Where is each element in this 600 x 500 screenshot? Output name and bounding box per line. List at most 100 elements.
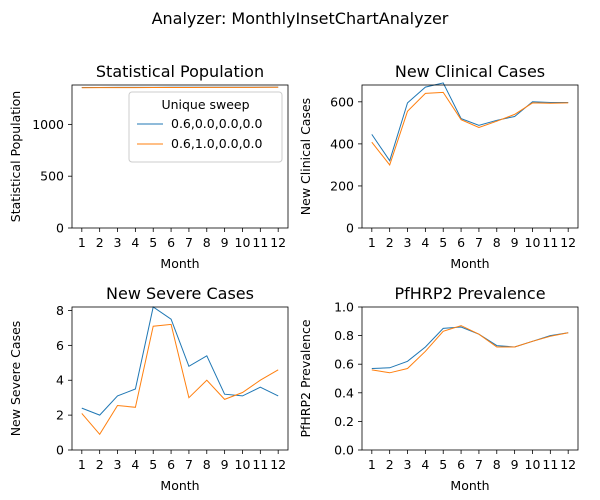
x-tick-label: 9 bbox=[221, 457, 229, 472]
panel-title: PfHRP2 Prevalence bbox=[394, 284, 545, 303]
x-tick-label: 4 bbox=[421, 457, 429, 472]
x-tick-label: 12 bbox=[270, 235, 286, 250]
x-tick-label: 8 bbox=[493, 235, 501, 250]
x-tick-label: 11 bbox=[252, 235, 268, 250]
x-tick-label: 9 bbox=[511, 235, 519, 250]
x-tick-label: 5 bbox=[149, 457, 157, 472]
x-tick-label: 7 bbox=[475, 457, 483, 472]
x-tick-label: 3 bbox=[404, 235, 412, 250]
x-tick-label: 6 bbox=[457, 235, 465, 250]
x-tick-label: 1 bbox=[78, 457, 86, 472]
y-axis-label: Statistical Population bbox=[8, 91, 23, 222]
x-tick-label: 2 bbox=[386, 235, 394, 250]
x-tick-label: 4 bbox=[131, 457, 139, 472]
x-tick-label: 3 bbox=[114, 235, 122, 250]
x-tick-label: 1 bbox=[368, 235, 376, 250]
x-tick-label: 12 bbox=[560, 457, 576, 472]
x-tick-label: 5 bbox=[149, 235, 157, 250]
legend: Unique sweep 0.6,0.0,0.0,0.0 0.6,1.0,0.0,0… bbox=[128, 91, 283, 163]
legend-title: Unique sweep bbox=[161, 97, 249, 112]
x-tick-label: 7 bbox=[475, 235, 483, 250]
axes-frame bbox=[71, 306, 289, 451]
y-tick-label: 500 bbox=[40, 169, 64, 184]
x-tick-label: 7 bbox=[185, 457, 193, 472]
y-tick-label: 0.0 bbox=[334, 443, 354, 458]
x-tick-label: 6 bbox=[167, 457, 175, 472]
x-tick-label: 2 bbox=[96, 457, 104, 472]
y-tick-label: 200 bbox=[330, 178, 354, 193]
y-tick-label: 600 bbox=[330, 94, 354, 109]
y-tick-label: 0.8 bbox=[334, 328, 354, 343]
y-tick-label: 0.6 bbox=[334, 357, 354, 372]
x-tick-label: 10 bbox=[235, 235, 251, 250]
x-tick-label: 6 bbox=[457, 457, 465, 472]
y-tick-label: 1000 bbox=[32, 117, 64, 132]
x-tick-label: 5 bbox=[439, 457, 447, 472]
x-tick-label: 6 bbox=[167, 235, 175, 250]
x-tick-label: 8 bbox=[493, 457, 501, 472]
series-line-2 bbox=[81, 323, 279, 436]
panel-title: New Clinical Cases bbox=[395, 62, 545, 81]
x-axis-label: Month bbox=[160, 478, 199, 493]
x-tick-label: 11 bbox=[252, 457, 268, 472]
x-tick-label: 8 bbox=[203, 457, 211, 472]
axes-frame bbox=[71, 84, 289, 229]
x-tick-label: 3 bbox=[114, 457, 122, 472]
y-tick-label: 0 bbox=[346, 221, 354, 236]
y-tick-label: 0 bbox=[56, 443, 64, 458]
legend-entry-1: 0.6,0.0,0.0,0.0 bbox=[171, 116, 262, 131]
x-tick-label: 1 bbox=[78, 235, 86, 250]
x-tick-label: 2 bbox=[386, 457, 394, 472]
x-tick-label: 11 bbox=[542, 235, 558, 250]
y-tick-label: 1.0 bbox=[334, 300, 354, 315]
series-line-1 bbox=[371, 326, 569, 369]
y-axis-label: New Severe Cases bbox=[8, 321, 23, 437]
x-tick-label: 10 bbox=[525, 457, 541, 472]
x-tick-label: 12 bbox=[270, 457, 286, 472]
x-tick-label: 3 bbox=[404, 457, 412, 472]
x-axis-label: Month bbox=[450, 478, 489, 493]
x-axis-label: Month bbox=[160, 256, 199, 271]
y-tick-label: 400 bbox=[330, 136, 354, 151]
y-tick-label: 4 bbox=[56, 373, 64, 388]
axes-frame bbox=[361, 306, 579, 451]
panel-title: New Severe Cases bbox=[106, 284, 254, 303]
y-tick-label: 0.4 bbox=[334, 385, 354, 400]
series-line-2 bbox=[371, 91, 569, 166]
panel-title: Statistical Population bbox=[96, 62, 264, 81]
x-tick-label: 9 bbox=[511, 457, 519, 472]
figure-title: Analyzer: MonthlyInsetChartAnalyzer bbox=[152, 9, 449, 28]
y-tick-label: 0 bbox=[56, 221, 64, 236]
y-tick-label: 0.2 bbox=[334, 414, 354, 429]
x-tick-label: 10 bbox=[525, 235, 541, 250]
x-tick-label: 11 bbox=[542, 457, 558, 472]
y-tick-label: 8 bbox=[56, 303, 64, 318]
x-tick-label: 2 bbox=[96, 235, 104, 250]
x-tick-label: 12 bbox=[560, 235, 576, 250]
y-axis-label: PfHRP2 Prevalence bbox=[298, 319, 313, 437]
x-tick-label: 1 bbox=[368, 457, 376, 472]
x-tick-label: 9 bbox=[221, 235, 229, 250]
legend-frame bbox=[128, 91, 283, 163]
x-tick-label: 5 bbox=[439, 235, 447, 250]
series-line-1 bbox=[371, 82, 569, 162]
series-line-2 bbox=[371, 325, 569, 374]
axes-frame bbox=[361, 84, 579, 229]
x-tick-label: 7 bbox=[185, 235, 193, 250]
x-tick-label: 4 bbox=[421, 235, 429, 250]
y-tick-label: 6 bbox=[56, 338, 64, 353]
x-axis-label: Month bbox=[450, 256, 489, 271]
x-tick-label: 4 bbox=[131, 235, 139, 250]
y-axis-label: New Clinical Cases bbox=[298, 98, 313, 215]
legend-entry-2: 0.6,1.0,0.0,0.0 bbox=[171, 136, 262, 151]
series-line-1 bbox=[81, 306, 279, 416]
y-tick-label: 2 bbox=[56, 408, 64, 423]
x-tick-label: 8 bbox=[203, 235, 211, 250]
x-tick-label: 10 bbox=[235, 457, 251, 472]
